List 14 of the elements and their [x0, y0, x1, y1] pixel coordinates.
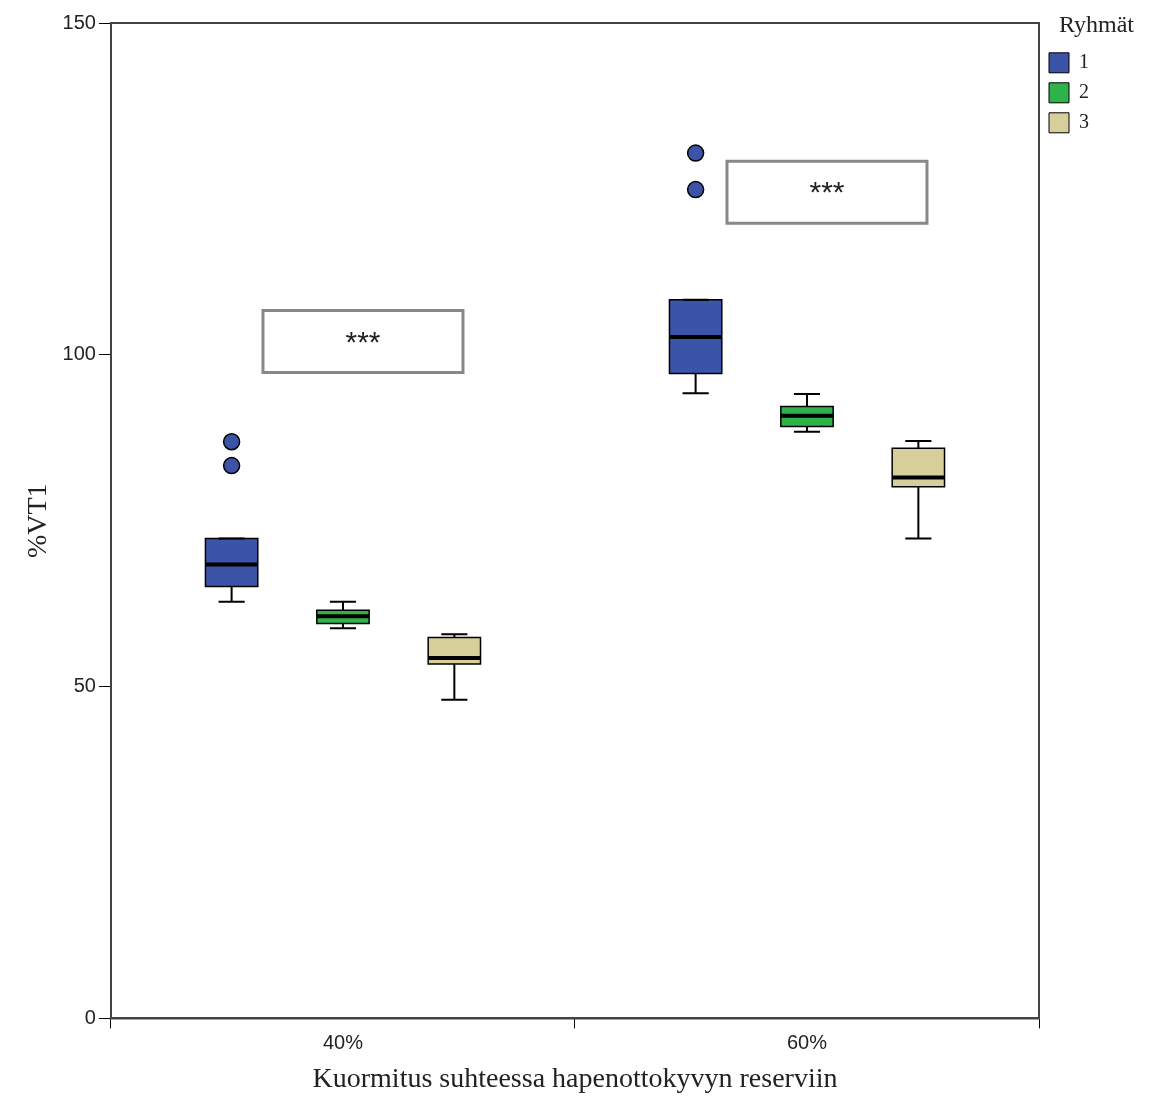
y-tick-label: 150 — [62, 10, 96, 33]
legend-label: 3 — [1079, 110, 1089, 133]
y-axis-title: %VT1 — [21, 483, 53, 559]
x-tick-label: 60% — [786, 1030, 828, 1053]
legend-title: Ryhmät — [1058, 11, 1135, 38]
annotation: *** — [809, 175, 845, 209]
x-tick-label: 40% — [322, 1030, 364, 1053]
y-tick-label: 50 — [73, 674, 96, 697]
y-tick-label: 100 — [62, 342, 96, 365]
annotation: *** — [345, 324, 381, 358]
x-axis-title: Kuormitus suhteessa hapenottokyvyn reserviin — [312, 1061, 838, 1093]
legend-label: 2 — [1079, 80, 1089, 103]
legend-label: 1 — [1079, 50, 1089, 73]
y-tick-label: 0 — [84, 1005, 96, 1028]
